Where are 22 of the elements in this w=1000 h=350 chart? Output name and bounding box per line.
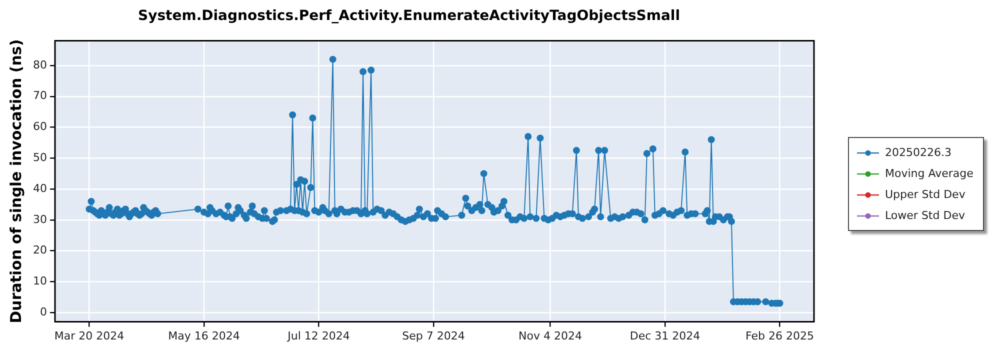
x-tick-label: Dec 31 2024 — [630, 329, 700, 342]
y-tick-label: 70 — [32, 89, 47, 102]
y-tick-label: 40 — [32, 182, 47, 195]
y-tick-label: 80 — [32, 58, 47, 72]
legend-label: Moving Average — [885, 167, 974, 180]
legend-label: Lower Std Dev — [885, 209, 965, 222]
x-tick-label: Feb 26 2025 — [746, 329, 814, 342]
y-tick-label: 0 — [40, 305, 47, 318]
y-tick-label: 20 — [32, 244, 47, 257]
x-tick-label: May 16 2024 — [168, 329, 240, 342]
x-tick-label: Jul 12 2024 — [286, 329, 350, 342]
y-tick-label: 50 — [32, 151, 47, 164]
legend-label: 20250226.3 — [885, 146, 952, 159]
y-tick-label: 60 — [32, 120, 47, 134]
x-tick-label: Sep 7 2024 — [402, 329, 465, 342]
chart-title: System.Diagnostics.Perf_Activity.EnumerateActivityTagObjectsSmall — [138, 8, 680, 24]
y-tick-label: 10 — [32, 274, 47, 288]
x-tick-label: Nov 4 2024 — [518, 329, 582, 342]
y-tick-label: 30 — [32, 212, 47, 226]
legend-label: Upper Std Dev — [885, 188, 966, 201]
y-axis-title: Duration of single invocation (ns) — [6, 39, 25, 324]
x-tick-label: Mar 20 2024 — [54, 329, 124, 342]
